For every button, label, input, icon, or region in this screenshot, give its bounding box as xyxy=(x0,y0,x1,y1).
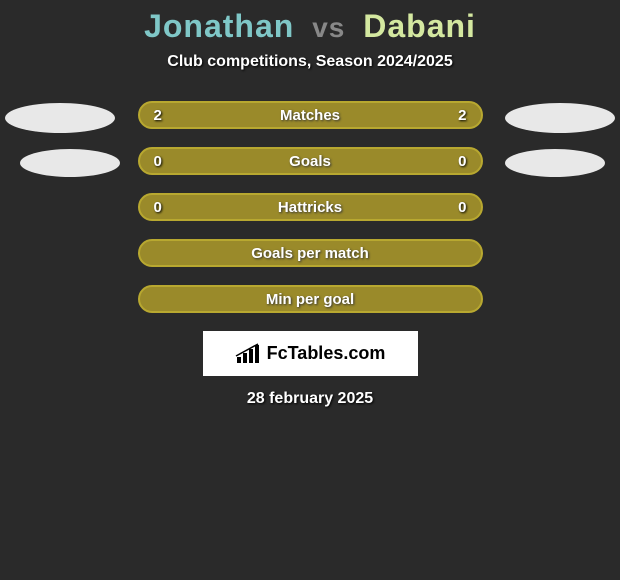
stat-label: Goals xyxy=(289,153,331,170)
stat-label: Min per goal xyxy=(266,291,354,308)
player1-avatar-placeholder xyxy=(5,103,115,133)
bar-chart-icon xyxy=(235,343,261,365)
stat-left-value: 0 xyxy=(154,199,162,216)
subtitle: Club competitions, Season 2024/2025 xyxy=(0,53,620,71)
player2-avatar-placeholder xyxy=(505,103,615,133)
stat-bar-hattricks: 0 Hattricks 0 xyxy=(138,193,483,221)
stat-bar-matches: 2 Matches 2 xyxy=(138,101,483,129)
infographic-container: Jonathan vs Dabani Club competitions, Se… xyxy=(0,0,620,408)
stat-bar-goals-per-match: Goals per match xyxy=(138,239,483,267)
stat-left-value: 0 xyxy=(154,153,162,170)
stat-bars: 2 Matches 2 0 Goals 0 0 Hattricks 0 Goal… xyxy=(138,101,483,313)
stat-label: Hattricks xyxy=(278,199,342,216)
stat-right-value: 2 xyxy=(458,107,466,124)
stat-bar-min-per-goal: Min per goal xyxy=(138,285,483,313)
stat-label: Goals per match xyxy=(251,245,369,262)
logo-box: FcTables.com xyxy=(203,331,418,376)
logo-text: FcTables.com xyxy=(267,343,386,364)
stat-label: Matches xyxy=(280,107,340,124)
player1-name: Jonathan xyxy=(144,8,294,44)
date: 28 february 2025 xyxy=(0,390,620,408)
player1-team-placeholder xyxy=(20,149,120,177)
page-title: Jonathan vs Dabani xyxy=(0,8,620,45)
stat-right-value: 0 xyxy=(458,199,466,216)
player2-team-placeholder xyxy=(505,149,605,177)
stats-area: 2 Matches 2 0 Goals 0 0 Hattricks 0 Goal… xyxy=(0,101,620,313)
vs-text: vs xyxy=(312,12,345,43)
stat-bar-goals: 0 Goals 0 xyxy=(138,147,483,175)
stat-right-value: 0 xyxy=(458,153,466,170)
stat-left-value: 2 xyxy=(154,107,162,124)
player2-name: Dabani xyxy=(363,8,476,44)
